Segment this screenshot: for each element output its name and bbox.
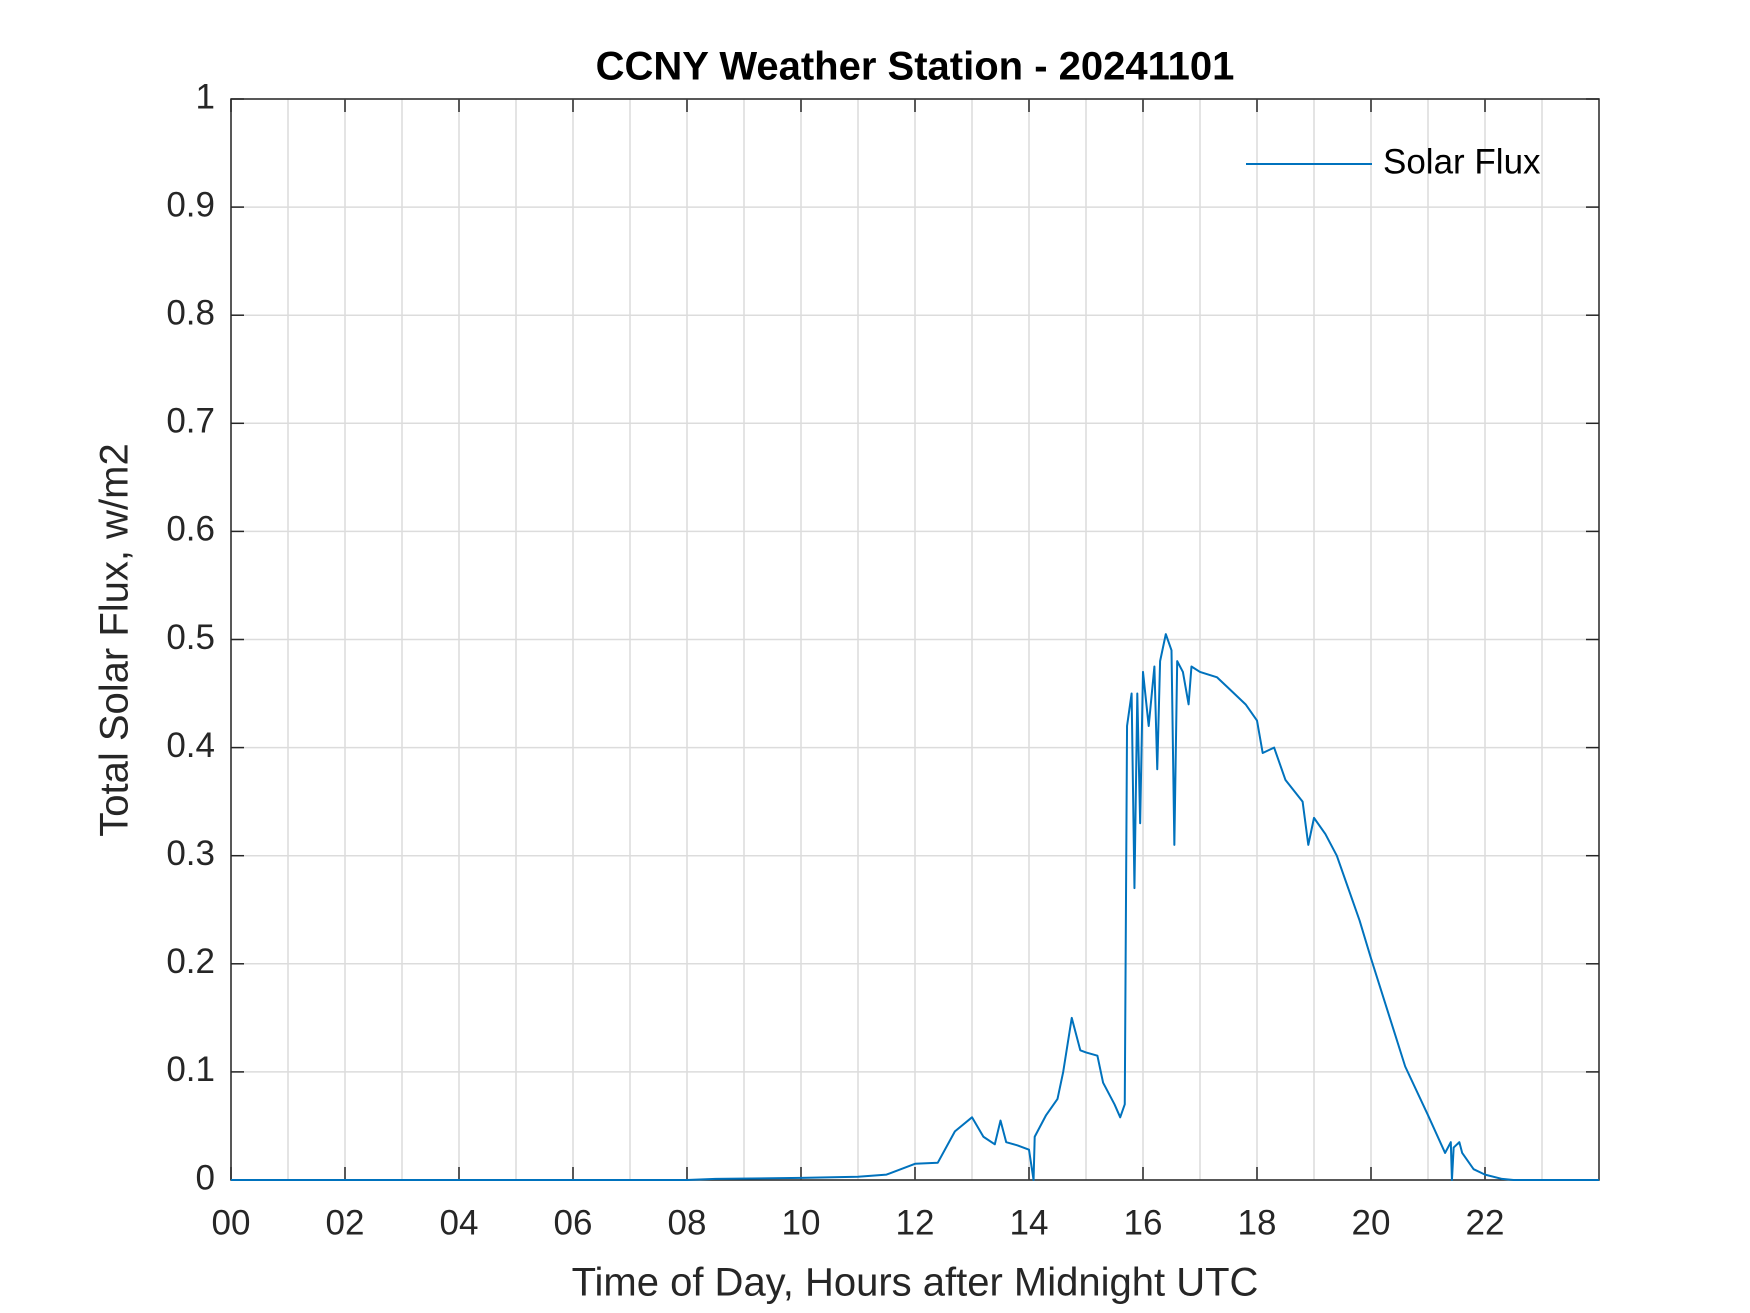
legend-label: Solar Flux <box>1383 142 1541 181</box>
data-line <box>231 633 1599 1181</box>
x-tick-label: 02 <box>326 1203 365 1242</box>
x-axis-label: Time of Day, Hours after Midnight UTC <box>572 1261 1259 1305</box>
x-tick-label: 00 <box>212 1203 251 1242</box>
y-tick-label: 0.5 <box>166 618 215 657</box>
x-tick-label: 10 <box>782 1203 821 1242</box>
x-tick-label: 16 <box>1124 1203 1163 1242</box>
x-tick-label: 04 <box>440 1203 479 1242</box>
x-tick-label: 20 <box>1352 1203 1391 1242</box>
y-axis-label: Total Solar Flux, w/m2 <box>93 443 137 836</box>
x-tick-label: 06 <box>554 1203 593 1242</box>
y-tick-label: 0 <box>196 1158 215 1197</box>
chart-title: CCNY Weather Station - 20241101 <box>596 45 1235 89</box>
y-tick-label: 0.4 <box>166 726 215 765</box>
y-tick-label: 0.2 <box>166 942 215 981</box>
y-tick-label: 0.7 <box>166 402 215 441</box>
x-tick-label: 14 <box>1010 1203 1049 1242</box>
x-tick-label: 08 <box>668 1203 707 1242</box>
x-tick-label: 18 <box>1238 1203 1277 1242</box>
y-tick-label: 0.8 <box>166 293 215 332</box>
y-tick-label: 0.1 <box>166 1050 215 1089</box>
plot-frame <box>230 98 1600 1181</box>
x-tick-label: 12 <box>896 1203 935 1242</box>
y-tick-label: 0.9 <box>166 185 215 224</box>
y-tick-label: 1 <box>196 77 215 116</box>
y-tick-label: 0.6 <box>166 510 215 549</box>
x-tick-label: 22 <box>1466 1203 1505 1242</box>
y-tick-label: 0.3 <box>166 834 215 873</box>
